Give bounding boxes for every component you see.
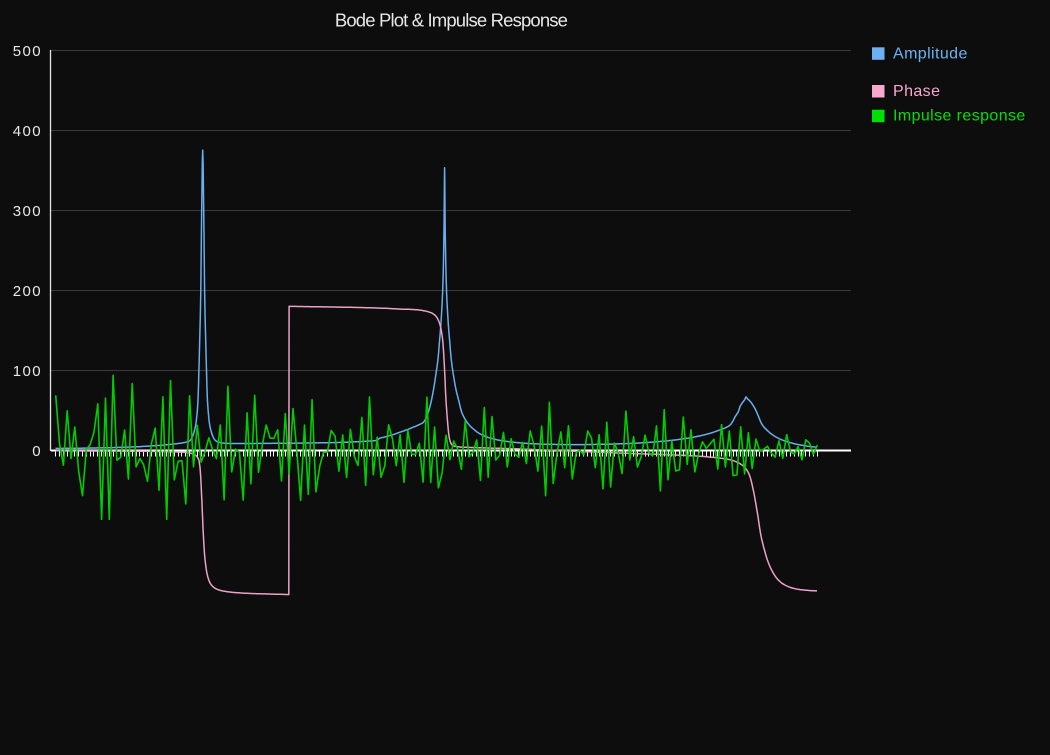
svg-text:200: 200 [13, 283, 42, 300]
svg-text:Bode Plot & Impulse Response: Bode Plot & Impulse Response [335, 10, 568, 31]
svg-text:0: 0 [32, 443, 42, 460]
svg-text:400: 400 [13, 123, 42, 140]
svg-text:Amplitude: Amplitude [893, 45, 968, 62]
svg-text:Phase: Phase [893, 83, 940, 100]
svg-text:Impulse response: Impulse response [893, 108, 1026, 125]
svg-text:500: 500 [13, 43, 42, 60]
svg-text:100: 100 [13, 363, 42, 380]
svg-text:300: 300 [13, 203, 42, 220]
